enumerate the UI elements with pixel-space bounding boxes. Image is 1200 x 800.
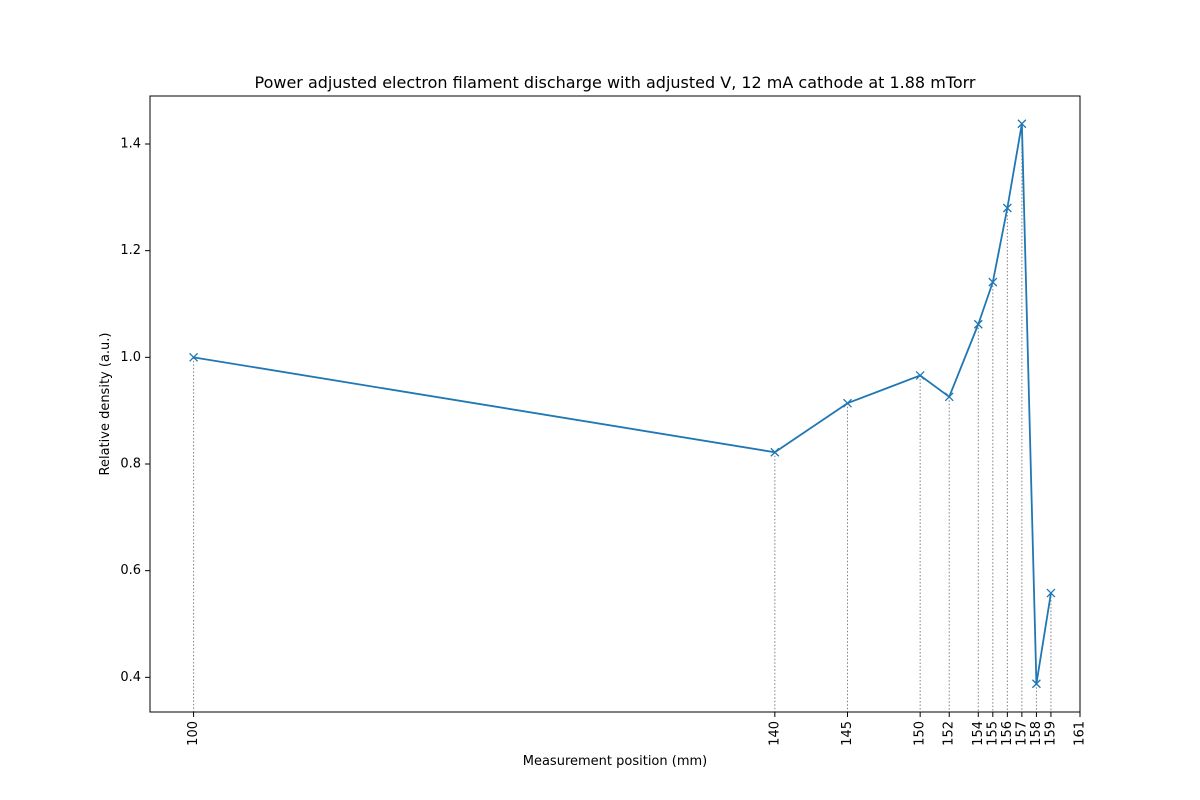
x-tick-label: 157: [1014, 721, 1029, 746]
plot-frame: [149, 95, 1081, 713]
y-tick-label: 0.4: [120, 670, 141, 685]
y-axis-title: Relative density (a.u.): [98, 333, 113, 476]
x-axis-title: Measurement position (mm): [523, 754, 707, 769]
y-tick-label: 0.6: [120, 563, 141, 578]
x-tick-label: 154: [971, 721, 986, 746]
x-tick-label: 145: [840, 721, 855, 746]
data-point-marker: [1031, 679, 1041, 689]
x-tick-label: 140: [767, 721, 782, 746]
y-tick-label: 1.4: [120, 137, 141, 152]
y-tick-label: 0.8: [120, 457, 141, 472]
x-tick-label: 161: [1073, 721, 1088, 746]
y-axis-ticks: 0.4 0.6 0.8 1.0 1.2 1.4: [120, 137, 150, 685]
data-point-marker: [1002, 203, 1012, 213]
data-point-marker: [915, 371, 925, 380]
y-tick-label: 1.2: [120, 243, 141, 258]
data-point-marker: [770, 447, 780, 457]
x-tick-label: 150: [913, 721, 928, 746]
x-tick-label: 156: [1000, 721, 1015, 746]
drop-lines: [193, 123, 1052, 712]
data-point-marker: [843, 398, 852, 408]
y-tick-label: 1.0: [120, 350, 141, 365]
x-tick-label: 152: [942, 721, 957, 746]
x-tick-label: 100: [186, 721, 201, 746]
data-point-marker: [1017, 119, 1027, 129]
chart-title: Power adjusted electron filament dischar…: [255, 73, 976, 92]
data-point-marker: [189, 352, 199, 362]
data-point-marker: [1046, 588, 1056, 598]
data-point-marker: [944, 392, 954, 402]
x-axis-ticks: 100 140 145 150 152 154 155 156 157 158 159 161: [186, 712, 1088, 746]
x-tick-label: 159: [1043, 721, 1058, 746]
x-tick-label: 158: [1029, 721, 1044, 746]
data-point-marker: [973, 319, 983, 329]
data-point-marker: [988, 277, 998, 287]
x-tick-label: 155: [985, 721, 1000, 746]
series-layer: [189, 119, 1056, 689]
